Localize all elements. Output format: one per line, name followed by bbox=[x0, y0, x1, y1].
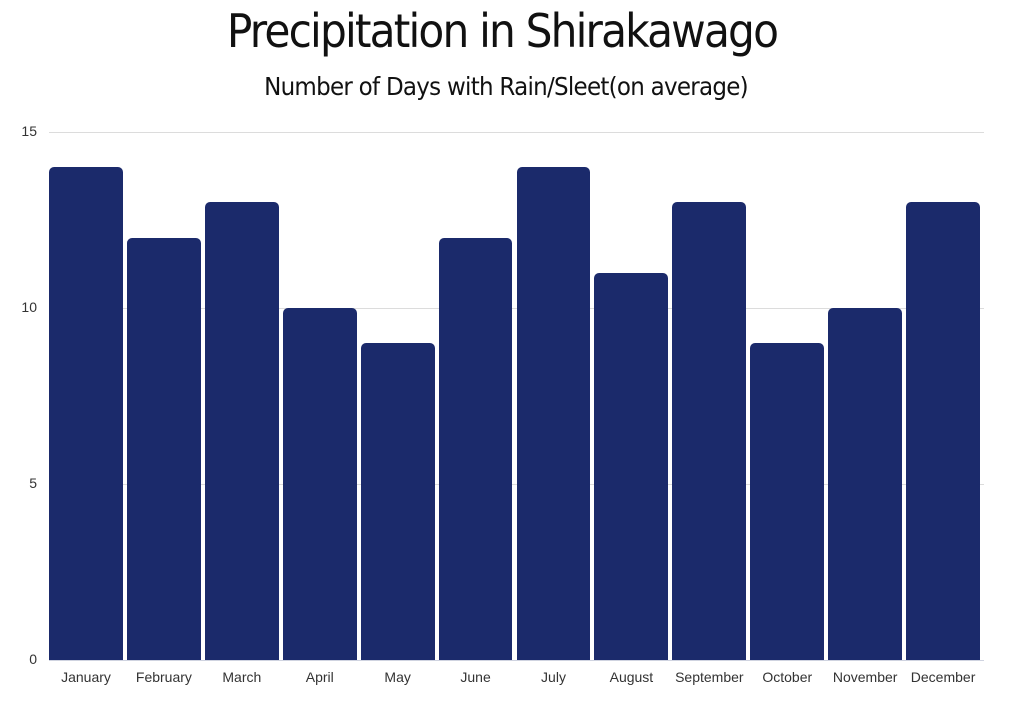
bar-april bbox=[282, 308, 357, 660]
x-tick-label: March bbox=[222, 669, 262, 685]
bar-february bbox=[126, 237, 201, 660]
x-tick-label: September bbox=[675, 669, 744, 685]
x-axis-line bbox=[49, 660, 984, 661]
bar-september bbox=[672, 202, 747, 660]
bar-march bbox=[204, 202, 279, 660]
x-tick-label: January bbox=[61, 669, 111, 685]
x-tick-label: November bbox=[832, 669, 898, 685]
x-tick-label: February bbox=[135, 669, 192, 685]
x-tick-label: December bbox=[910, 669, 976, 685]
bar-july bbox=[516, 167, 591, 660]
x-tick-label: July bbox=[541, 669, 566, 685]
bar-may bbox=[360, 343, 435, 660]
chart-title: Precipitation in Shirakawago bbox=[226, 4, 779, 58]
x-tick-label: August bbox=[609, 669, 654, 685]
bar-august bbox=[594, 272, 669, 660]
x-tick-label: May bbox=[384, 669, 411, 685]
bar-january bbox=[49, 167, 123, 660]
y-tick-label: 10 bbox=[21, 299, 37, 315]
gridline bbox=[49, 132, 984, 133]
x-tick-label: June bbox=[460, 669, 491, 685]
x-tick-label: October bbox=[762, 669, 813, 685]
y-tick-label: 15 bbox=[21, 123, 37, 139]
plot-area bbox=[49, 132, 984, 661]
y-tick-label: 5 bbox=[29, 475, 37, 491]
bar-november bbox=[828, 308, 903, 660]
bar-december bbox=[906, 202, 980, 660]
x-tick-label: April bbox=[305, 669, 334, 685]
chart-subtitle: Number of Days with Rain/Sleet(on averag… bbox=[264, 72, 748, 101]
bar-june bbox=[438, 237, 513, 660]
y-tick-label: 0 bbox=[29, 651, 37, 667]
bar-october bbox=[750, 343, 825, 660]
